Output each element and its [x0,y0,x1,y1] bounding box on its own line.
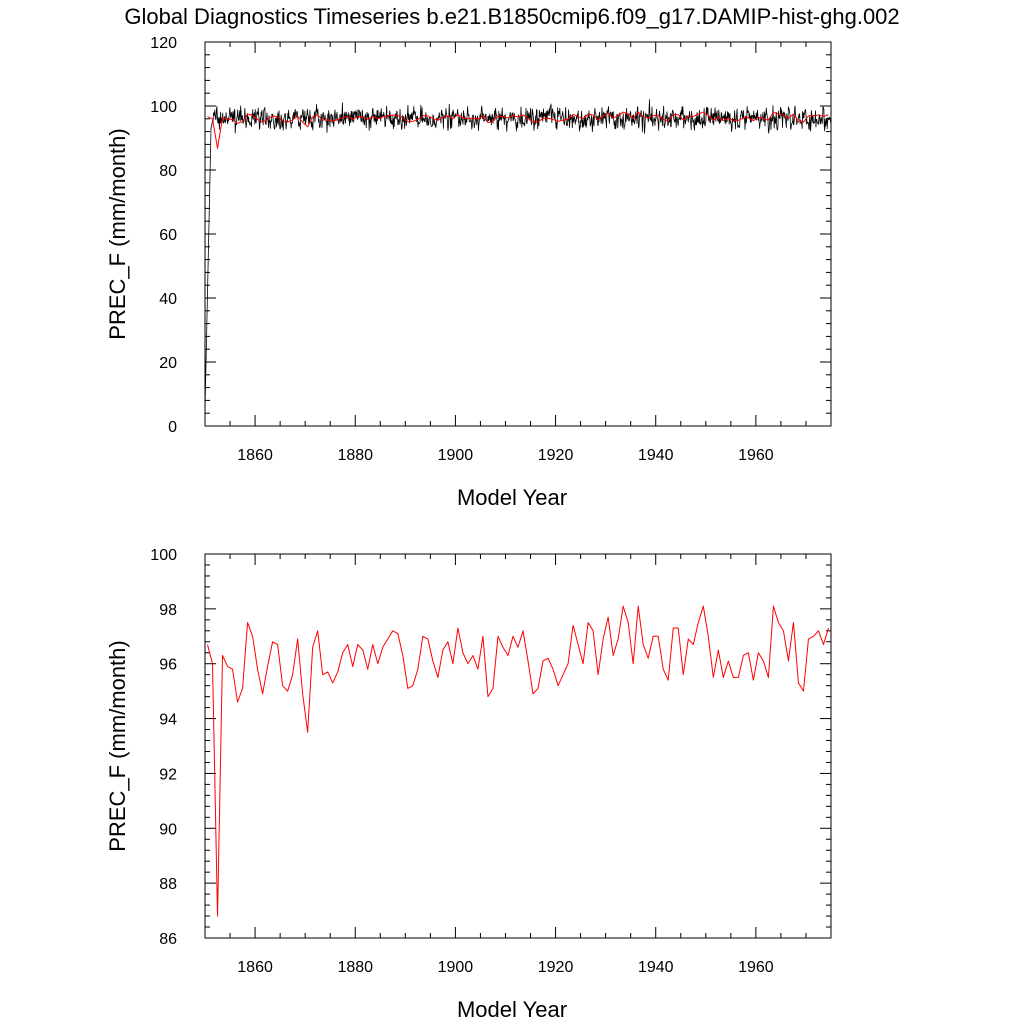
y-tick-label: 120 [150,35,177,52]
y-tick-label: 40 [159,291,177,308]
y-tick-label: 60 [159,227,177,244]
y-tick-label: 20 [159,355,177,372]
x-tick-label: 1860 [237,447,273,464]
x-tick-label: 1940 [638,959,674,976]
bottom-panel-tick-labels: 1860 1880 1900 1920 1940 1960 86 88 90 92 94 96 98 10… [150,547,773,976]
y-tick-label: 88 [159,876,177,893]
top-panel-x-axis-label: Model Year [457,485,567,510]
y-tick-label: 92 [159,766,177,783]
top-panel-series [205,99,831,411]
x-tick-label: 1900 [438,959,474,976]
bottom-panel-series [207,605,829,917]
bottom-panel-frame [204,553,832,939]
x-tick-label: 1880 [337,447,373,464]
y-tick-label: 96 [159,657,177,674]
x-tick-label: 1920 [538,959,574,976]
bottom-panel-ticks [204,553,832,939]
x-tick-label: 1940 [638,447,674,464]
top-panel-y-axis-label: PREC_F (mm/month) [105,128,130,339]
x-tick-label: 1960 [738,959,774,976]
figure-title: Global Diagnostics Timeseries b.e21.B185… [124,4,899,29]
y-tick-label: 86 [159,931,177,948]
y-tick-label: 90 [159,821,177,838]
top-panel-ticks [204,41,832,427]
bottom-panel-y-axis-label: PREC_F (mm/month) [105,640,130,851]
top-annual-mean-series-line [207,111,829,149]
top-panel-timeseries: 1860 1880 1900 1920 1940 1960020406080100120 … [105,35,832,510]
top-monthly-series-line [205,99,831,411]
x-tick-label: 1860 [237,959,273,976]
x-tick-label: 1960 [738,447,774,464]
y-tick-label: 98 [159,602,177,619]
x-tick-label: 1900 [438,447,474,464]
bottom-panel-annual-mean: 1860 1880 1900 1920 1940 1960 86 88 90 92 94 96 98 10… [105,547,832,1022]
y-tick-label: 80 [159,163,177,180]
bottom-annual-mean-series-line [207,605,829,917]
y-tick-label: 100 [150,99,177,116]
y-tick-label: 100 [150,547,177,564]
y-tick-label: 94 [159,712,177,729]
top-panel-frame [204,41,832,427]
x-tick-label: 1880 [337,959,373,976]
x-tick-label: 1920 [538,447,574,464]
y-tick-label: 0 [168,419,177,436]
bottom-panel-x-axis-label: Model Year [457,997,567,1022]
top-panel-tick-labels: 1860 1880 1900 1920 1940 1960 0 20 40 60 80 100 120 [150,35,773,464]
